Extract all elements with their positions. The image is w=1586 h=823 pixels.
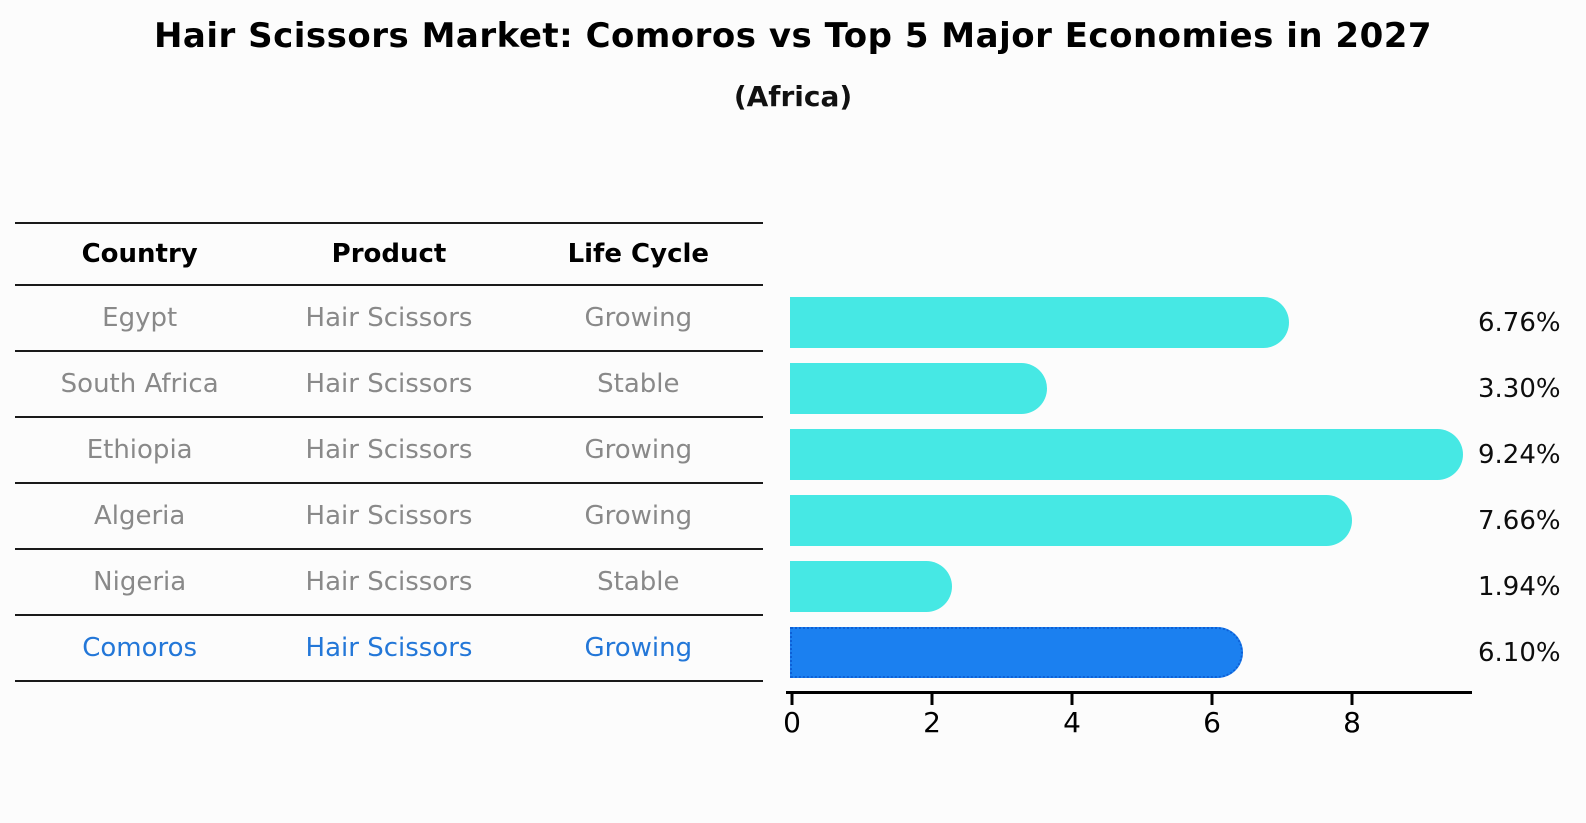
- x-axis-line: [786, 691, 1472, 694]
- x-tick: [790, 694, 794, 705]
- table-header-product: Product: [331, 239, 447, 269]
- x-tick: [1070, 694, 1074, 705]
- cell-product: Hair Scissors: [305, 303, 473, 333]
- chart-title: Hair Scissors Market: Comoros vs Top 5 M…: [153, 16, 1433, 56]
- x-tick-label: 6: [1203, 706, 1221, 739]
- cell-product: Hair Scissors: [305, 567, 473, 597]
- cell-country: Algeria: [93, 501, 186, 531]
- x-tick-label: 4: [1063, 706, 1081, 739]
- cell-country: Egypt: [102, 303, 178, 333]
- cell-life-cycle: Growing: [584, 501, 693, 531]
- table-row: Algeria Hair Scissors Growing: [15, 484, 763, 550]
- x-tick: [1210, 694, 1214, 705]
- table-header-life-cycle: Life Cycle: [567, 239, 710, 269]
- cell-product: Hair Scissors: [305, 633, 473, 663]
- x-tick: [930, 694, 934, 705]
- cell-country: South Africa: [60, 369, 219, 399]
- bar: [790, 495, 1352, 546]
- table-header-row: Country Product Life Cycle: [15, 222, 763, 286]
- table-row: Nigeria Hair Scissors Stable: [15, 550, 763, 616]
- chart-subtitle: (Africa): [733, 80, 853, 113]
- cell-product: Hair Scissors: [305, 369, 473, 399]
- info-table: Country Product Life Cycle Egypt Hair Sc…: [15, 222, 763, 682]
- value-label: 6.10%: [1478, 638, 1561, 668]
- cell-product: Hair Scissors: [305, 435, 473, 465]
- bar: [790, 297, 1289, 348]
- cell-country: Comoros: [82, 633, 198, 663]
- bar: [790, 561, 952, 612]
- x-tick: [1350, 694, 1354, 705]
- value-label: 9.24%: [1478, 440, 1561, 470]
- value-label: 6.76%: [1478, 308, 1561, 338]
- bar: [790, 627, 1243, 678]
- cell-life-cycle: Growing: [584, 633, 693, 663]
- cell-life-cycle: Stable: [597, 567, 680, 597]
- x-tick-label: 2: [923, 706, 941, 739]
- value-label: 3.30%: [1478, 374, 1561, 404]
- cell-life-cycle: Growing: [584, 435, 693, 465]
- bar: [790, 363, 1047, 414]
- value-label: 7.66%: [1478, 506, 1561, 536]
- x-tick-label: 8: [1343, 706, 1361, 739]
- table-row: Ethiopia Hair Scissors Growing: [15, 418, 763, 484]
- x-tick-label: 0: [783, 706, 801, 739]
- cell-country: Ethiopia: [86, 435, 193, 465]
- value-label: 1.94%: [1478, 572, 1561, 602]
- cell-life-cycle: Stable: [597, 369, 680, 399]
- cell-product: Hair Scissors: [305, 501, 473, 531]
- table-row-comoros: Comoros Hair Scissors Growing: [15, 616, 763, 682]
- bar: [790, 429, 1463, 480]
- cell-country: Nigeria: [93, 567, 187, 597]
- table-row: South Africa Hair Scissors Stable: [15, 352, 763, 418]
- cell-life-cycle: Growing: [584, 303, 693, 333]
- table-header-country: Country: [81, 239, 198, 269]
- table-row: Egypt Hair Scissors Growing: [15, 286, 763, 352]
